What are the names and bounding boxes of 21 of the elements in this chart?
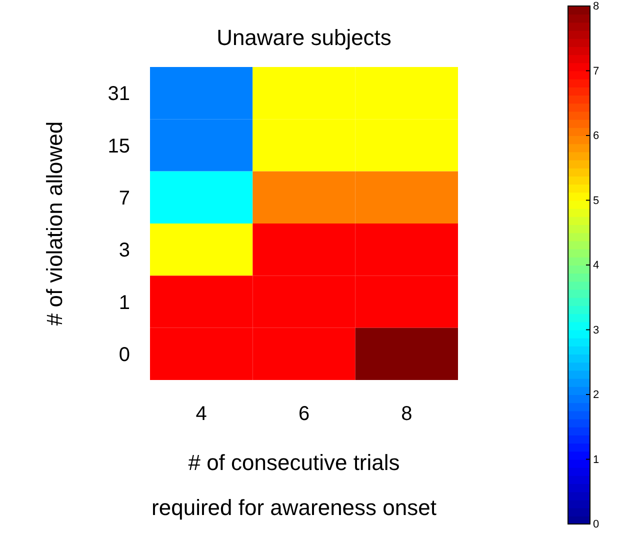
y-tick-label: 1 <box>118 292 130 314</box>
y-tick-label: 31 <box>108 83 130 106</box>
chart-title: Unaware subjects <box>216 25 392 50</box>
x-tick-label: 6 <box>298 403 310 425</box>
color-bar-label: 3 <box>593 324 600 336</box>
y-tick-label: 0 <box>118 344 130 366</box>
color-bar-label: 2 <box>593 389 600 402</box>
y-tick-label: 15 <box>108 135 130 158</box>
color-bar-label: 6 <box>593 130 600 142</box>
x-tick-label: 8 <box>401 403 412 425</box>
x-tick-label: 4 <box>196 403 207 425</box>
color-bar-label: 1 <box>593 454 600 466</box>
x-axis-title: # of consecutive trials required for awareness onset <box>152 450 436 520</box>
color-bar-label: 5 <box>593 194 600 207</box>
y-axis-title: # of violation allowed <box>42 121 67 326</box>
color-bar-label: 8 <box>593 0 600 13</box>
color-bar-label: 4 <box>593 260 600 272</box>
y-tick-label: 7 <box>118 187 130 210</box>
y-tick-label: 3 <box>118 240 130 262</box>
color-bar-label: 7 <box>593 65 600 78</box>
color-bar-label: 0 <box>593 518 600 531</box>
